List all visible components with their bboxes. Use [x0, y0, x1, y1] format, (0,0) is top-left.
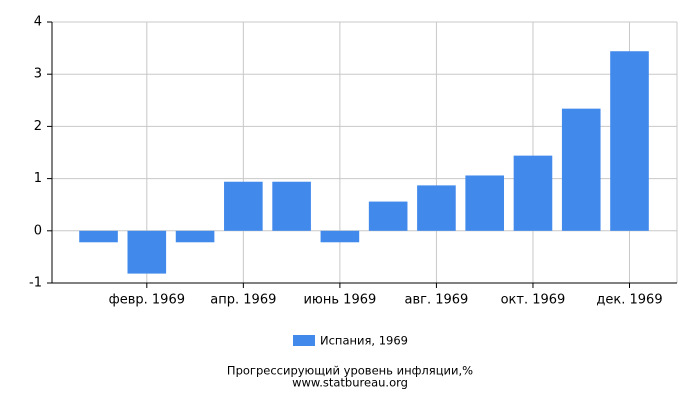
y-tick-label: 1	[34, 171, 42, 186]
y-tick-label: -1	[29, 276, 42, 291]
x-tick-label: июнь 1969	[303, 293, 376, 308]
bar	[561, 108, 601, 231]
x-tick-label: авг. 1969	[405, 293, 469, 308]
bar	[417, 185, 456, 231]
y-tick-label: 0	[34, 223, 42, 238]
bar	[513, 155, 553, 231]
bar	[272, 181, 311, 231]
bar	[610, 51, 649, 231]
x-tick-label: апр. 1969	[210, 293, 276, 308]
x-tick-label: окт. 1969	[501, 293, 566, 308]
bar	[127, 230, 167, 274]
x-tick-label: дек. 1969	[596, 293, 662, 308]
y-tick-label: 4	[34, 15, 42, 30]
x-tick-label: февр. 1969	[109, 293, 185, 308]
chart-title: Прогрессирующий уровень инфляции,%	[227, 364, 473, 378]
bar	[175, 230, 215, 243]
bar	[79, 230, 118, 243]
legend-swatch	[293, 335, 315, 346]
bar	[465, 175, 505, 231]
y-tick-label: 2	[34, 119, 42, 134]
y-tick-label: 3	[34, 67, 42, 82]
bar	[224, 181, 263, 231]
source: www.statbureau.org	[292, 376, 408, 390]
bar	[368, 201, 408, 231]
legend-label: Испания, 1969	[320, 334, 408, 348]
bar	[320, 230, 360, 243]
